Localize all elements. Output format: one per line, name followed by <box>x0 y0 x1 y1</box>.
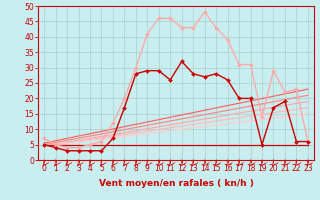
X-axis label: Vent moyen/en rafales ( kn/h ): Vent moyen/en rafales ( kn/h ) <box>99 179 253 188</box>
